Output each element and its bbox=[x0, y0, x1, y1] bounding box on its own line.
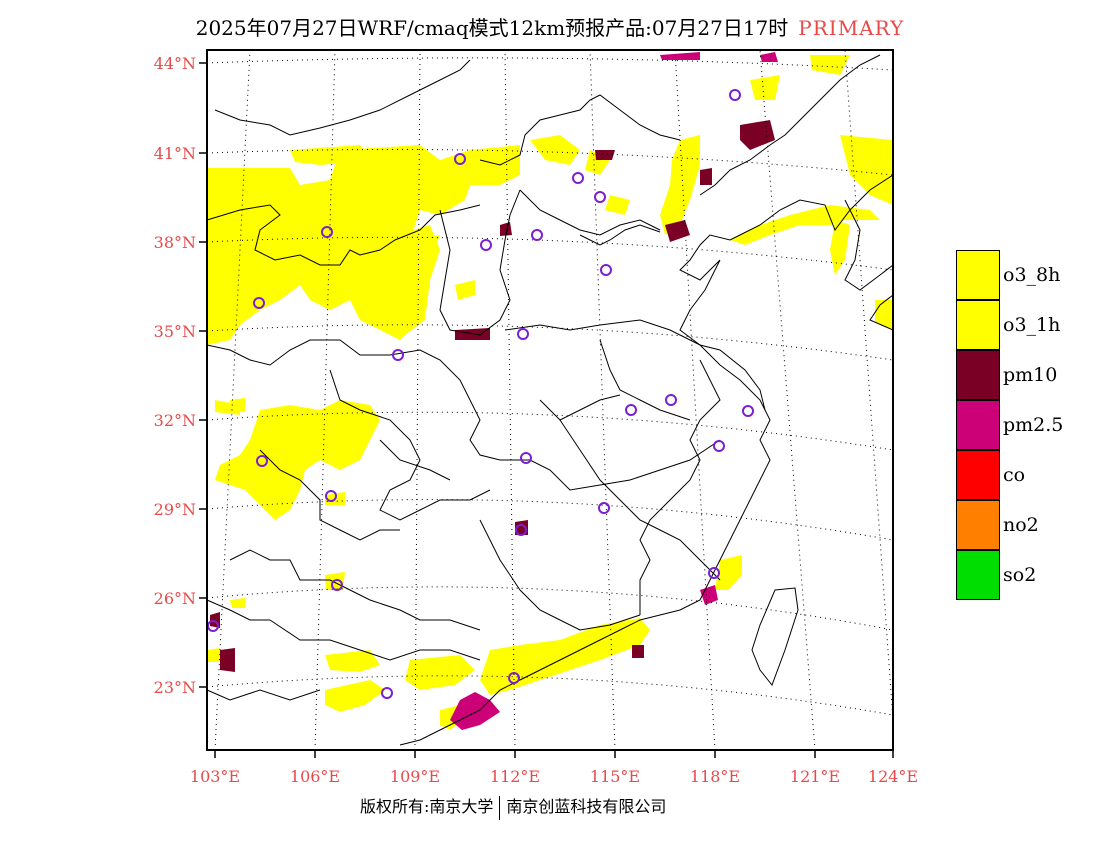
map-background bbox=[207, 50, 893, 750]
lat-label-38: 38°N bbox=[153, 233, 196, 252]
copyright-left: 版权所有:南京大学 bbox=[360, 797, 494, 816]
ozone-patches bbox=[207, 55, 893, 730]
graticule bbox=[206, 49, 894, 751]
legend-swatch-no2 bbox=[956, 500, 1000, 550]
footer-separator bbox=[499, 795, 501, 820]
lon-label-121: 121°E bbox=[789, 767, 841, 786]
lon-label-103: 103°E bbox=[189, 767, 241, 786]
pm-patches bbox=[210, 52, 778, 730]
lon-label-106: 106°E bbox=[289, 767, 341, 786]
copyright-footer: 版权所有:南京大学 南京创蓝科技有限公司 bbox=[360, 793, 666, 820]
lon-label-112: 112°E bbox=[489, 767, 541, 786]
legend-label-so2: so2 bbox=[1003, 564, 1037, 586]
lat-label-29: 29°N bbox=[153, 500, 196, 519]
lon-label-124: 124°E bbox=[867, 767, 919, 786]
lat-label-26: 26°N bbox=[153, 589, 196, 608]
copyright-right: 南京创蓝科技有限公司 bbox=[506, 797, 667, 816]
lat-label-44: 44°N bbox=[153, 54, 196, 73]
lat-label-35: 35°N bbox=[153, 322, 196, 341]
legend-swatch-so2 bbox=[956, 550, 1000, 600]
province-boundaries bbox=[206, 59, 766, 701]
lon-label-118: 118°E bbox=[689, 767, 741, 786]
lat-label-41: 41°N bbox=[153, 144, 196, 163]
legend-swatch-o3-1h bbox=[956, 300, 1000, 350]
primary-tag: PRIMARY bbox=[798, 16, 905, 40]
map-title: 2025年07月27日WRF/cmaq模式12km预报产品:07月27日17时 P… bbox=[0, 12, 1100, 41]
lat-label-23: 23°N bbox=[153, 678, 196, 697]
legend-swatch-pm25 bbox=[956, 400, 1000, 450]
legend-label-pm10: pm10 bbox=[1003, 364, 1058, 386]
map-frame bbox=[206, 49, 894, 751]
legend-label-co: co bbox=[1003, 464, 1026, 486]
lon-label-109: 109°E bbox=[389, 767, 441, 786]
lat-label-32: 32°N bbox=[153, 411, 196, 430]
legend-swatch-o3-8h bbox=[956, 250, 1000, 300]
legend-swatch-pm10 bbox=[956, 350, 1000, 400]
lon-label-115: 115°E bbox=[589, 767, 641, 786]
legend-label-no2: no2 bbox=[1003, 514, 1039, 536]
legend-label-o3-8h: o3_8h bbox=[1003, 264, 1061, 286]
axis-ticks bbox=[199, 62, 894, 758]
coastline bbox=[399, 54, 894, 746]
legend-label-pm25: pm2.5 bbox=[1003, 414, 1064, 436]
legend-label-o3-1h: o3_1h bbox=[1003, 314, 1061, 336]
city-markers bbox=[207, 89, 754, 699]
legend-swatch-co bbox=[956, 450, 1000, 500]
map-title-text: 2025年07月27日WRF/cmaq模式12km预报产品:07月27日17时 bbox=[195, 16, 789, 40]
